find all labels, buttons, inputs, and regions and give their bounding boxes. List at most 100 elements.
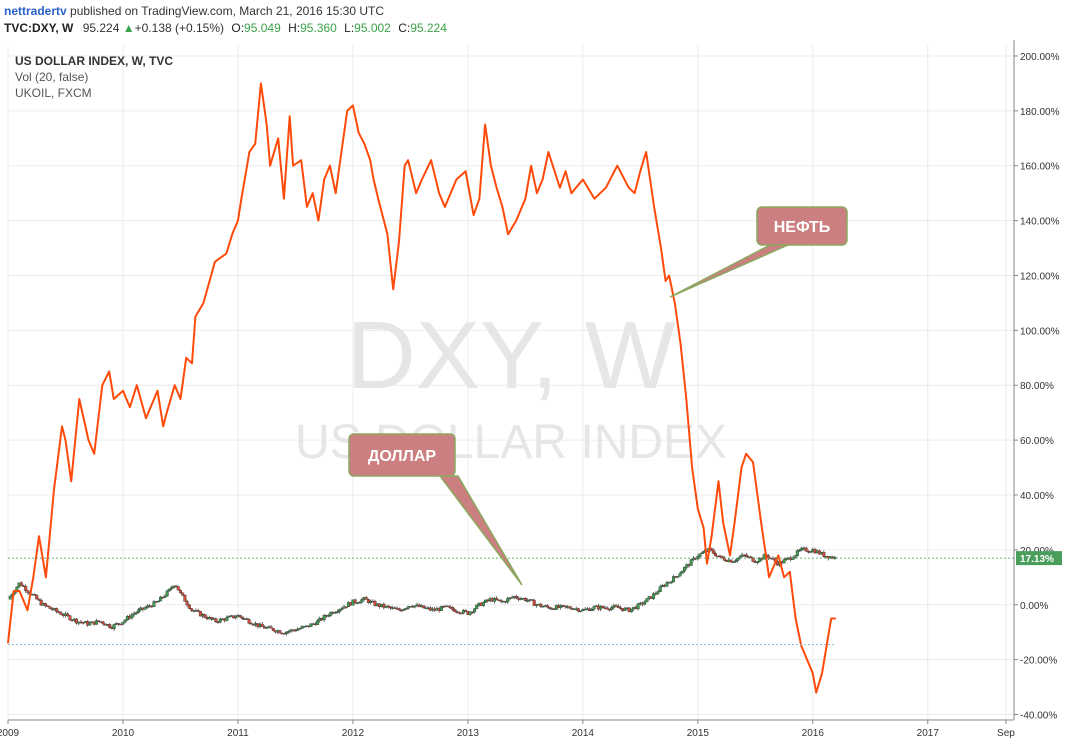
candle-body: [159, 596, 163, 602]
candle-body: [605, 607, 609, 610]
candle-body: [523, 598, 527, 601]
candle-body: [132, 613, 136, 616]
candle-body: [136, 609, 140, 613]
candle-body: [499, 599, 503, 602]
candle-body: [545, 605, 549, 608]
candle-body: [373, 601, 377, 606]
candle-body: [685, 564, 689, 568]
oil-callout-box: [756, 206, 848, 246]
candle-body: [59, 612, 63, 615]
candle-body: [729, 559, 733, 563]
candle-body: [515, 596, 519, 599]
x-tick-label: 2014: [572, 728, 595, 739]
candle-body: [44, 603, 48, 606]
candle-body: [658, 586, 662, 592]
candle-body: [203, 614, 207, 618]
candle-body: [218, 618, 222, 623]
candle-body: [358, 602, 362, 604]
candle-body: [393, 607, 397, 609]
candle-body: [327, 615, 331, 617]
candle-body: [322, 615, 326, 621]
high-label: H:: [288, 21, 301, 35]
x-tick-label: 2015: [687, 728, 710, 739]
dxy-candles: [8, 546, 837, 636]
y-tick-label: 200.00%: [1020, 52, 1060, 63]
y-tick-label: -20.00%: [1020, 656, 1057, 667]
x-tick-label: 2013: [457, 728, 480, 739]
candle-body: [296, 628, 300, 631]
candle-body: [751, 557, 755, 562]
candle-body: [152, 601, 156, 607]
candle-body: [187, 604, 191, 609]
candle-body: [97, 620, 101, 622]
candle-body: [271, 628, 275, 631]
candle-body: [94, 620, 98, 625]
candle-body: [165, 590, 169, 597]
publish-text: published on TradingView.com, March 21, …: [70, 4, 384, 18]
candle-body: [526, 600, 530, 602]
candle-body: [678, 573, 682, 577]
candle-body: [450, 607, 454, 610]
ukoil-series-line: [7, 82, 836, 694]
candle-body: [590, 608, 594, 611]
candle-body: [453, 609, 457, 612]
candle-body: [744, 554, 748, 557]
ohlc-bar: TVC:DXY, W 95.224 ▲+0.138 (+0.15%) O:95.…: [4, 21, 447, 35]
candle-body: [397, 608, 401, 611]
candle-body: [782, 559, 786, 564]
candle-body: [278, 630, 282, 634]
candle-body: [406, 606, 410, 609]
candle-body: [610, 607, 614, 610]
candle-body: [404, 608, 408, 610]
candle-body: [112, 624, 116, 629]
candle-body: [689, 559, 693, 566]
y-tick-label: 180.00%: [1020, 107, 1060, 118]
candle-body: [360, 599, 364, 603]
candle-body: [24, 586, 28, 591]
candle-body: [475, 604, 479, 610]
candle-body: [185, 601, 189, 606]
candle-body: [70, 619, 74, 622]
candle-body: [225, 617, 229, 621]
candle-body: [738, 556, 742, 559]
candle-body: [636, 603, 640, 610]
price-tag-label: 17.13%: [1020, 554, 1054, 565]
candle-body: [178, 590, 182, 593]
candle-body: [33, 594, 37, 596]
candle-body: [309, 623, 313, 628]
up-arrow-icon: ▲: [122, 21, 135, 35]
open-value: 95.049: [244, 21, 281, 35]
candle-body: [413, 605, 417, 608]
legend-main-series[interactable]: US DOLLAR INDEX, W, TVC: [15, 54, 173, 68]
candle-body: [698, 553, 702, 557]
candle-body: [156, 600, 160, 603]
author-link[interactable]: nettradertv: [4, 4, 67, 18]
candle-body: [176, 586, 180, 591]
candle-body: [756, 561, 760, 564]
close-label: C:: [398, 21, 411, 35]
candle-body: [238, 615, 242, 618]
candle-body: [48, 606, 52, 609]
candle-body: [37, 598, 41, 601]
legend-compare[interactable]: UKOIL, FXCM: [15, 86, 92, 100]
candle-body: [402, 608, 406, 611]
candle-body: [459, 612, 463, 615]
candle-body: [506, 598, 510, 603]
candle-body: [731, 561, 735, 563]
candle-body: [629, 608, 633, 613]
candle-body: [183, 594, 187, 602]
x-tick-label: 2009: [0, 728, 20, 739]
candle-body: [563, 605, 567, 607]
candle-body: [680, 570, 684, 574]
legend-volume[interactable]: Vol (20, false): [15, 70, 88, 84]
candle-body: [495, 598, 499, 601]
candle-body: [784, 558, 788, 560]
candle-body: [623, 607, 627, 611]
candle-body: [329, 611, 333, 616]
price-tag-bg: [1016, 551, 1062, 566]
candle-body: [386, 605, 390, 608]
candle-body: [209, 617, 213, 620]
candle-body: [55, 608, 59, 612]
candle-body: [198, 611, 202, 617]
